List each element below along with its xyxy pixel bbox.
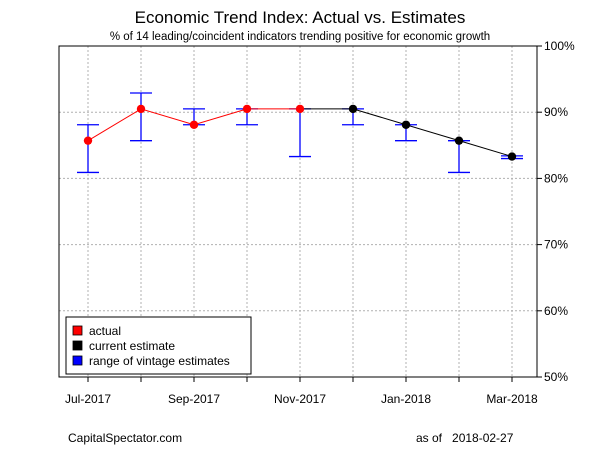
as-of-label: as of 2018-02-27 — [416, 431, 523, 445]
legend-swatch — [72, 325, 83, 336]
actual-point — [136, 104, 146, 114]
legend-label: actual — [89, 324, 121, 338]
source-label: CapitalSpectator.com — [68, 431, 183, 445]
legend-swatch — [72, 355, 83, 366]
estimate-point — [454, 136, 464, 145]
as-of-date: 2018-02-27 — [452, 431, 514, 445]
plot-frame — [58, 45, 538, 378]
x-tick-label: Jan-2018 — [381, 392, 431, 406]
legend-box — [65, 316, 252, 375]
estimate-point — [348, 104, 358, 114]
estimate-point — [401, 120, 411, 129]
x-tick-label: Jul-2017 — [65, 392, 111, 406]
chart-title: Economic Trend Index: Actual vs. Estimat… — [134, 8, 466, 27]
as-of-text: as of — [416, 431, 443, 445]
legend-swatch — [72, 340, 83, 351]
estimate-point — [507, 152, 517, 161]
actual-point — [83, 136, 93, 145]
x-tick-label: Mar-2018 — [486, 392, 538, 406]
y-tick-label: 60% — [544, 304, 568, 318]
actual-point — [242, 104, 252, 114]
x-tick-label: Nov-2017 — [274, 392, 326, 406]
y-tick-label: 80% — [544, 171, 568, 185]
legend-label: current estimate — [89, 339, 175, 353]
y-tick-label: 50% — [544, 370, 568, 384]
y-tick-label: 70% — [544, 238, 568, 252]
y-tick-label: 90% — [544, 105, 568, 119]
legend-label: range of vintage estimates — [89, 354, 230, 368]
actual-point — [189, 120, 199, 129]
x-tick-label: Sep-2017 — [168, 392, 220, 406]
chart-subtitle: % of 14 leading/coincident indicators tr… — [109, 31, 491, 43]
actual-point — [295, 104, 305, 114]
y-tick-label: 100% — [544, 39, 575, 53]
